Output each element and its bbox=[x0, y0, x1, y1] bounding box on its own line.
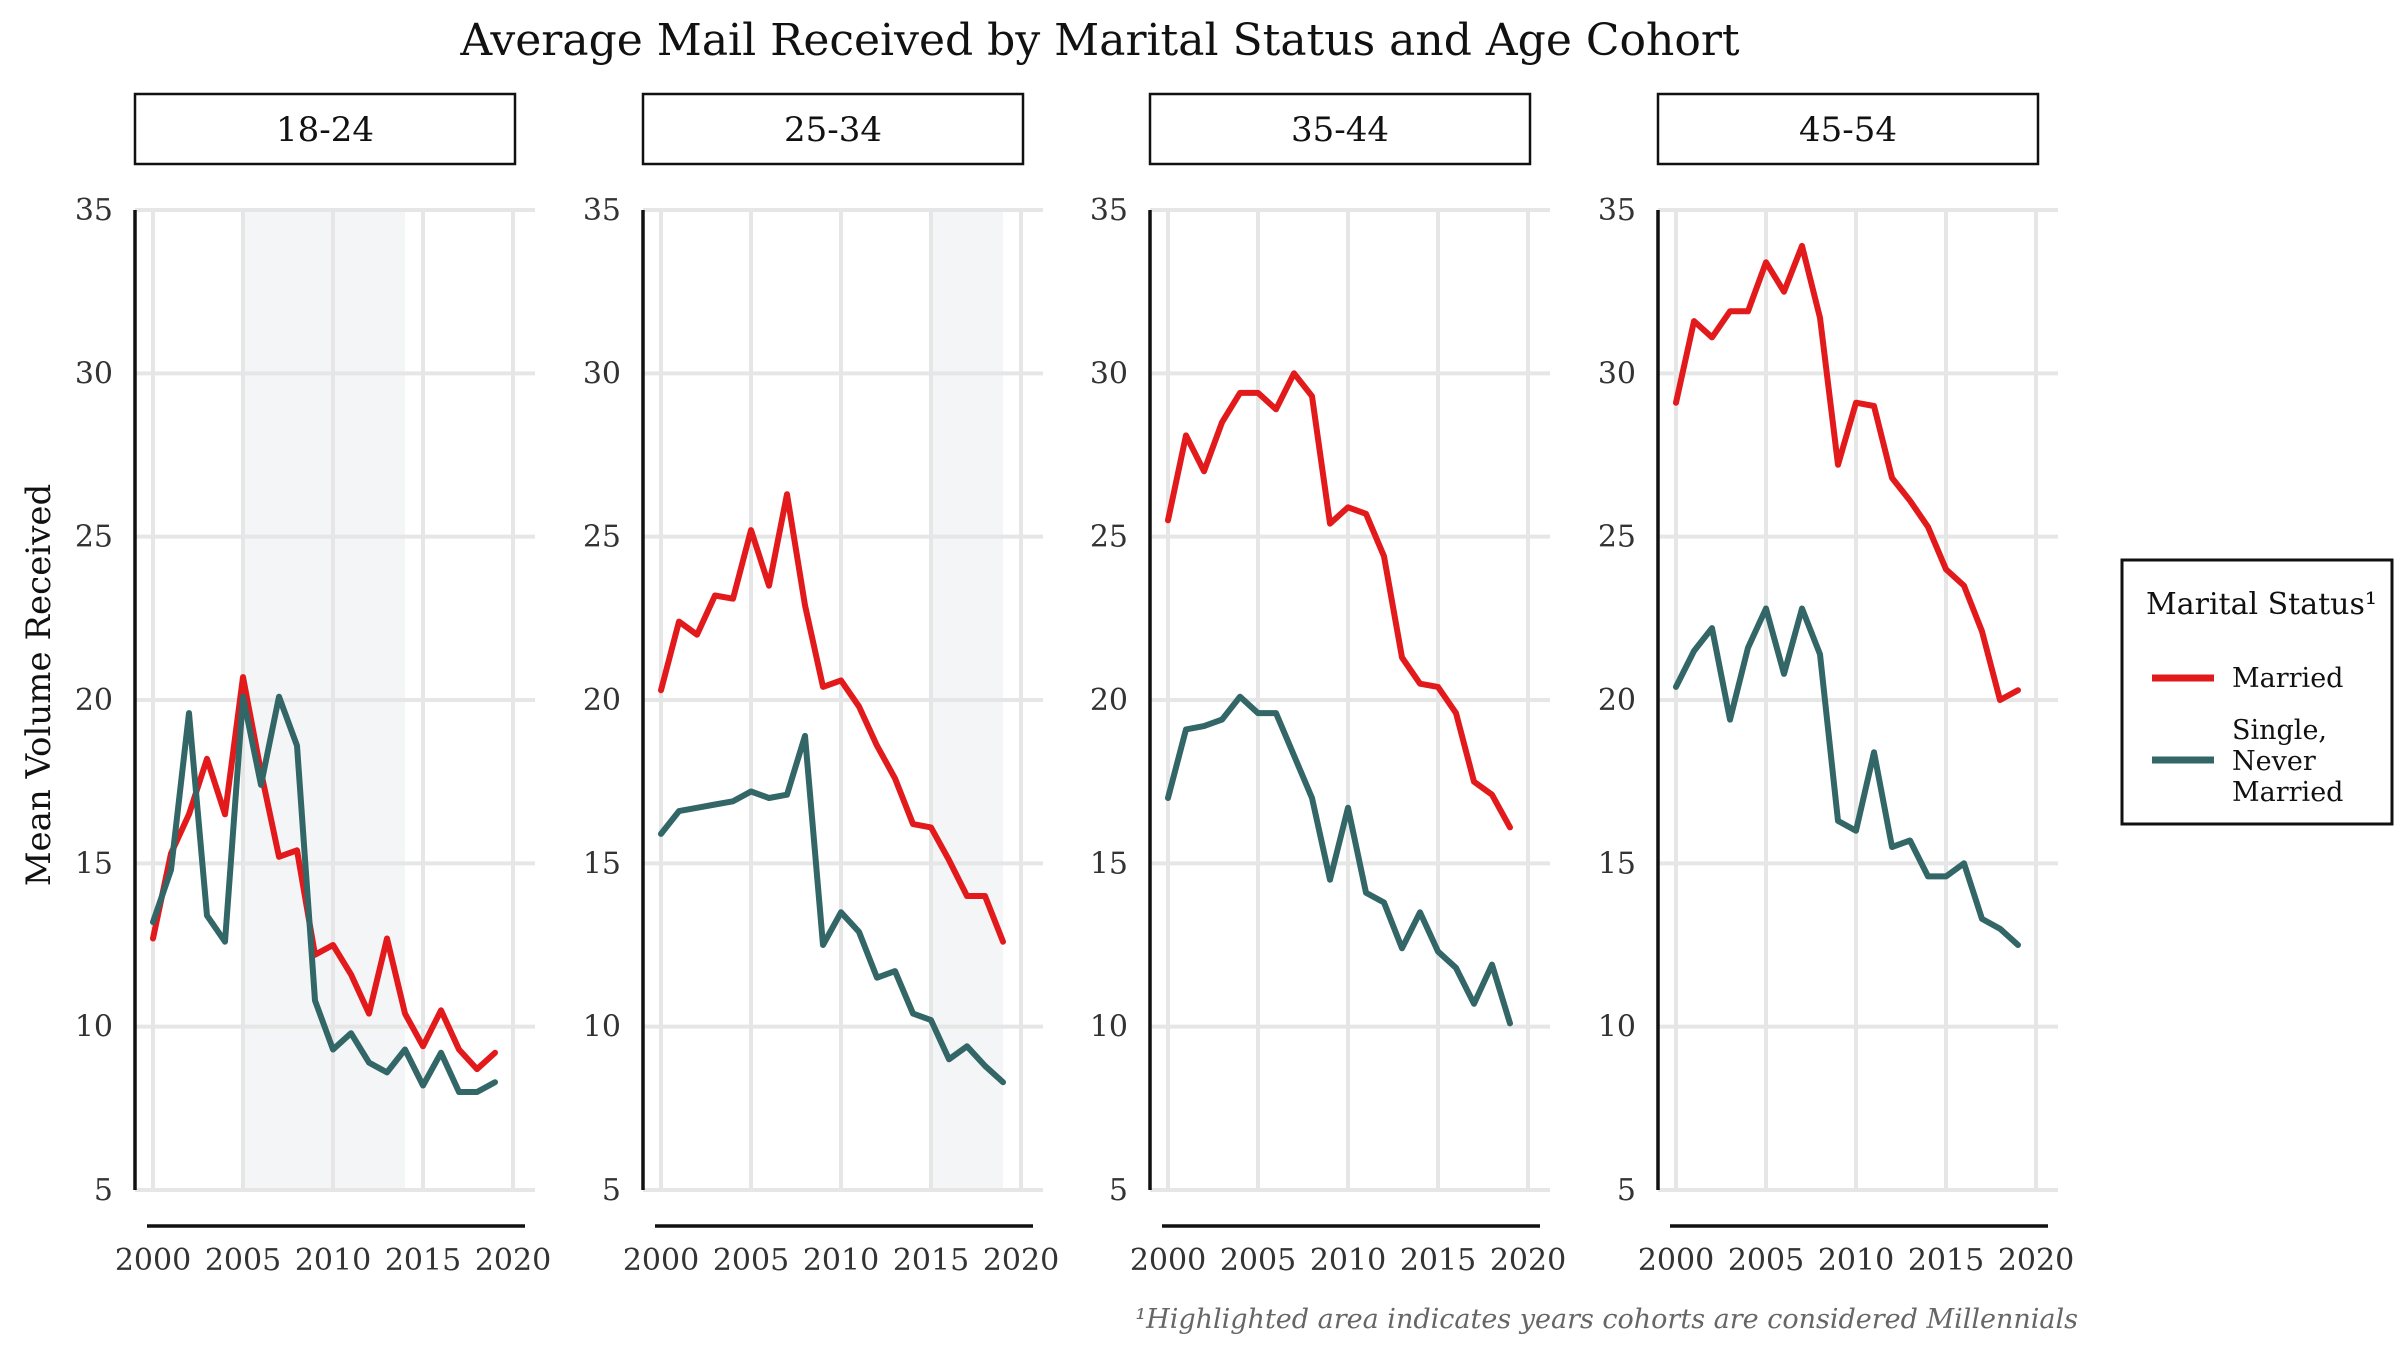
y-tick-label: 30 bbox=[75, 356, 113, 391]
y-tick-label: 35 bbox=[583, 193, 621, 228]
y-tick-label: 5 bbox=[1109, 1173, 1128, 1208]
panel-strip-label: 25-34 bbox=[784, 110, 882, 150]
caption: ¹Highlighted area indicates years cohort… bbox=[1135, 1304, 2078, 1335]
series-line-single-never-married bbox=[1165, 693, 1513, 1027]
legend-box bbox=[2120, 558, 2394, 826]
legend-entry-label: Married bbox=[2232, 663, 2343, 694]
y-tick-label: 15 bbox=[75, 846, 113, 881]
x-tick-label: 2020 bbox=[983, 1243, 1059, 1278]
panel-strip bbox=[133, 92, 517, 166]
y-tick-label: 25 bbox=[75, 520, 113, 555]
y-tick-label: 30 bbox=[1598, 356, 1636, 391]
x-tick-label: 2010 bbox=[1818, 1243, 1894, 1278]
y-tick-label: 15 bbox=[583, 846, 621, 881]
y-tick-label: 25 bbox=[583, 520, 621, 555]
x-tick-label: 2005 bbox=[205, 1243, 281, 1278]
x-tick-label: 2000 bbox=[1130, 1243, 1206, 1278]
y-tick-label: 5 bbox=[602, 1173, 621, 1208]
series-line-single-never-married bbox=[1673, 605, 2021, 948]
series-line-single-never-married bbox=[658, 732, 1006, 1086]
x-tick-label: 2020 bbox=[1490, 1243, 1566, 1278]
y-tick-label: 5 bbox=[1617, 1173, 1636, 1208]
y-tick-label: 5 bbox=[94, 1173, 113, 1208]
y-tick-label: 35 bbox=[75, 193, 113, 228]
y-tick-label: 25 bbox=[1090, 520, 1128, 555]
panel-45-54: 45-54 5 10 15 20 25 30 35 2000 2005 2010 2015 2020 bbox=[1598, 92, 2074, 1278]
x-tick-label: 2000 bbox=[623, 1243, 699, 1278]
series-line-married bbox=[1165, 370, 1513, 831]
y-tick-label: 15 bbox=[1090, 846, 1128, 881]
legend-entry-label: Single, Never Married bbox=[2232, 715, 2343, 808]
y-tick-label: 20 bbox=[1598, 683, 1636, 718]
panel-strip bbox=[1656, 92, 2040, 166]
x-tick-label: 2015 bbox=[385, 1243, 461, 1278]
y-tick-label: 20 bbox=[1090, 683, 1128, 718]
series-line-single-never-married bbox=[150, 693, 498, 1095]
panel-35-44: 35-44 5 10 15 20 25 30 35 2000 2005 2010 2015 2020 bbox=[1090, 92, 1566, 1278]
panel-strip-label: 35-44 bbox=[1291, 110, 1389, 150]
series-line-married bbox=[658, 491, 1006, 945]
y-tick-label: 20 bbox=[583, 683, 621, 718]
legend: Marital Status¹ Married Single, Never Marrie… bbox=[2120, 558, 2394, 826]
panel-25-34: 25-34 5 10 15 20 25 30 35 2000 2005 2010 2015 2020 bbox=[583, 92, 1059, 1278]
y-axis-label: Mean Volume Received bbox=[19, 484, 59, 887]
x-tick-label: 2015 bbox=[893, 1243, 969, 1278]
y-tick-label: 35 bbox=[1598, 193, 1636, 228]
chart-title: Average Mail Received by Marital Status … bbox=[459, 15, 1739, 66]
series-line-married bbox=[150, 674, 498, 1073]
x-tick-label: 2020 bbox=[475, 1243, 551, 1278]
panel-18-24: 18-24 5 10 15 20 25 30 35 2000 2005 2010 2015 2020 bbox=[75, 92, 551, 1278]
y-tick-label: 35 bbox=[1090, 193, 1128, 228]
x-tick-label: 2005 bbox=[1220, 1243, 1296, 1278]
x-tick-label: 2000 bbox=[1638, 1243, 1714, 1278]
y-tick-label: 15 bbox=[1598, 846, 1636, 881]
y-tick-label: 10 bbox=[583, 1010, 621, 1045]
x-tick-label: 2010 bbox=[803, 1243, 879, 1278]
panel-strip-label: 45-54 bbox=[1799, 110, 1897, 150]
x-tick-label: 2015 bbox=[1400, 1243, 1476, 1278]
x-tick-label: 2005 bbox=[713, 1243, 789, 1278]
x-tick-label: 2010 bbox=[1310, 1243, 1386, 1278]
y-tick-label: 30 bbox=[583, 356, 621, 391]
y-tick-label: 20 bbox=[75, 683, 113, 718]
panel-strip bbox=[1148, 92, 1532, 166]
y-tick-label: 10 bbox=[1090, 1010, 1128, 1045]
x-tick-label: 2005 bbox=[1728, 1243, 1804, 1278]
legend-title: Marital Status¹ bbox=[2146, 587, 2377, 622]
x-tick-label: 2015 bbox=[1908, 1243, 1984, 1278]
y-tick-label: 10 bbox=[75, 1010, 113, 1045]
panel-strip-label: 18-24 bbox=[276, 110, 374, 150]
y-tick-label: 10 bbox=[1598, 1010, 1636, 1045]
series-line-married bbox=[1673, 242, 2021, 703]
y-tick-label: 30 bbox=[1090, 356, 1128, 391]
x-tick-label: 2000 bbox=[115, 1243, 191, 1278]
x-tick-label: 2010 bbox=[295, 1243, 371, 1278]
y-tick-label: 25 bbox=[1598, 520, 1636, 555]
x-tick-label: 2020 bbox=[1998, 1243, 2074, 1278]
panel-strip bbox=[641, 92, 1025, 166]
